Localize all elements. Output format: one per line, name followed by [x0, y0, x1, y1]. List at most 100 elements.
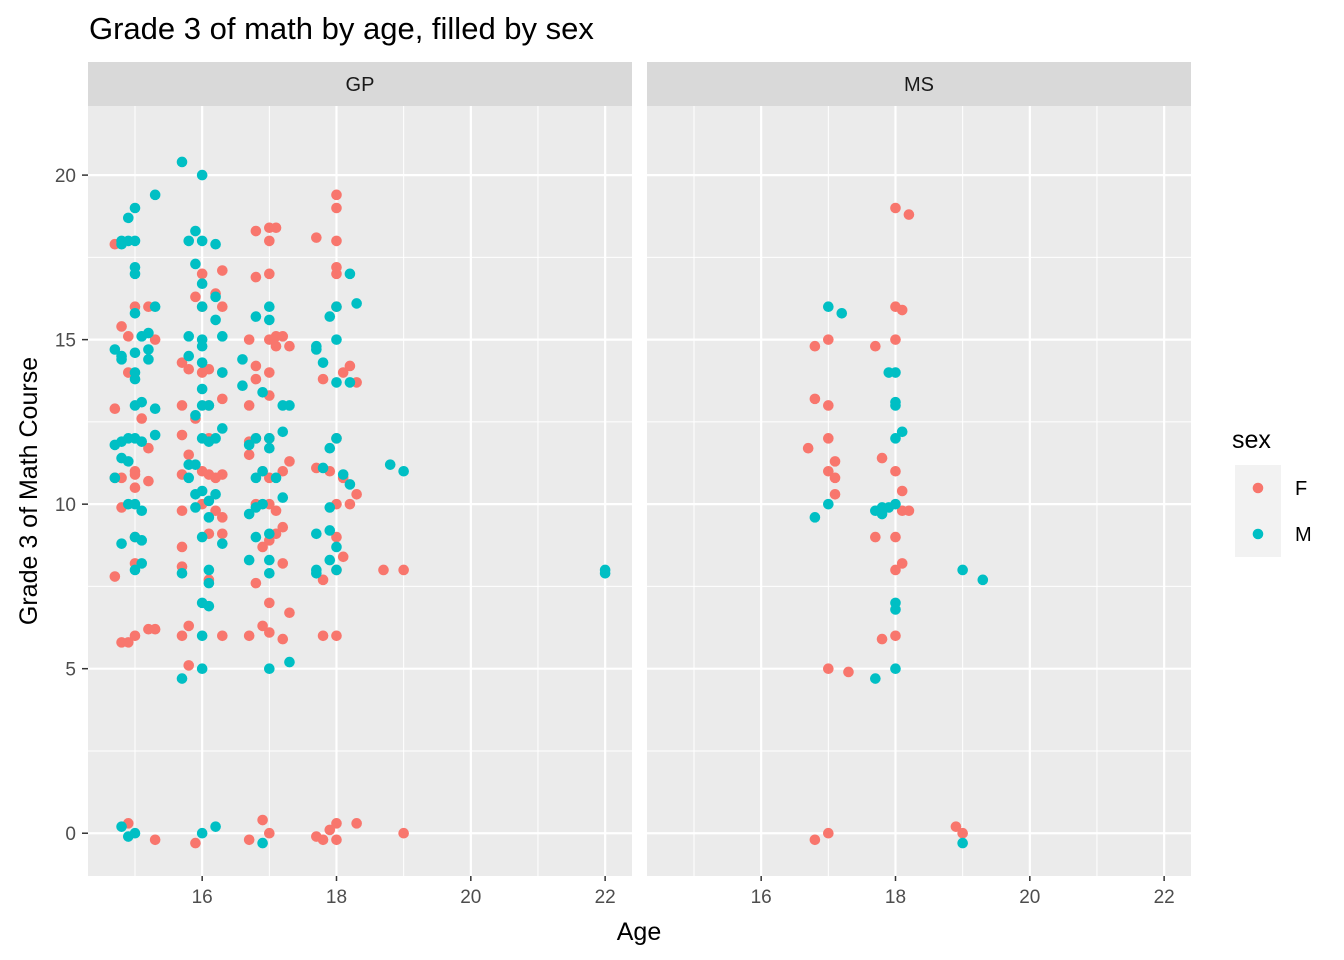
data-point-m: [190, 459, 201, 470]
data-point-f: [896, 304, 908, 316]
data-point-f: [823, 827, 834, 839]
data-point-m: [957, 837, 968, 849]
data-point-m: [823, 301, 834, 313]
data-point-m: [210, 314, 221, 326]
data-point-f: [183, 363, 195, 375]
data-point-m: [109, 344, 121, 355]
data-point-f: [950, 821, 962, 832]
data-point-m: [311, 528, 322, 540]
data-point-f: [344, 498, 356, 510]
data-point-m: [331, 564, 342, 576]
data-point-m: [337, 469, 349, 480]
data-point-f: [176, 429, 188, 441]
data-point-f: [210, 505, 221, 517]
data-point-m: [264, 301, 275, 313]
data-point-m: [250, 433, 262, 444]
data-point-m: [331, 433, 342, 444]
data-point-f: [176, 505, 188, 517]
data-point-f: [890, 630, 901, 642]
data-point-m: [264, 554, 275, 566]
data-point-m: [129, 827, 141, 839]
data-point-f: [277, 521, 289, 533]
data-point-m: [109, 472, 121, 484]
data-point-m: [183, 472, 195, 484]
chart-title: Grade 3 of math by age, filled by sex: [89, 11, 594, 46]
y-axis-title: Grade 3 of Math Course: [15, 357, 43, 625]
data-point-m: [331, 541, 342, 553]
data-point-m: [210, 821, 221, 832]
data-point-m: [203, 400, 215, 411]
data-point-m: [122, 212, 134, 224]
data-point-m: [136, 505, 148, 517]
data-point-m: [210, 488, 221, 500]
data-point-f: [324, 824, 336, 836]
data-point-f: [876, 452, 888, 464]
data-point-f: [257, 814, 268, 826]
data-point-f: [270, 222, 282, 234]
data-point-f: [143, 475, 154, 487]
data-point-m: [196, 531, 208, 543]
data-point-f: [122, 331, 134, 342]
panel-ms-points: [802, 202, 989, 849]
data-point-m: [129, 308, 141, 319]
data-point-f: [109, 403, 121, 415]
data-point-f: [351, 488, 362, 500]
data-point-f: [250, 360, 262, 372]
data-point-m: [237, 380, 248, 392]
data-point-m: [351, 298, 362, 309]
data-point-f: [264, 235, 275, 247]
data-point-f: [257, 620, 268, 632]
data-point-m: [176, 673, 188, 684]
data-point-m: [196, 663, 208, 674]
data-point-f: [217, 512, 228, 523]
data-point-f: [190, 291, 201, 303]
data-point-f: [136, 413, 148, 424]
y-axis: 0 5 10 15 20: [55, 166, 88, 845]
data-point-f: [217, 528, 228, 540]
data-point-m: [398, 465, 409, 477]
data-point-f: [351, 818, 362, 829]
data-point-f: [890, 564, 901, 576]
data-point-m: [890, 663, 901, 674]
data-point-m: [196, 485, 208, 497]
data-point-m: [264, 528, 275, 540]
x-tick-label: 20: [460, 887, 481, 908]
data-point-m: [277, 426, 289, 438]
data-point-f: [331, 630, 342, 642]
x-axis: 16 18 20 22 16 18 20 22: [192, 876, 1175, 908]
data-point-f: [149, 834, 161, 846]
data-point-m: [190, 502, 201, 513]
data-point-f: [829, 488, 841, 500]
data-point-m: [250, 531, 262, 543]
data-point-f: [243, 449, 255, 461]
data-point-m: [344, 268, 356, 280]
data-point-f: [270, 340, 282, 352]
data-point-m: [237, 354, 248, 365]
data-point-m: [896, 426, 908, 438]
data-point-f: [183, 449, 195, 461]
data-point-m: [136, 396, 148, 408]
data-point-m: [136, 535, 148, 546]
panel-gp-points: [109, 156, 611, 849]
data-point-f: [183, 660, 195, 671]
data-point-m: [129, 202, 141, 214]
data-point-m: [196, 340, 208, 352]
x-tick-label: 16: [192, 887, 213, 908]
data-point-f: [243, 334, 255, 345]
data-point-f: [284, 607, 295, 619]
data-point-f: [823, 465, 834, 477]
data-point-f: [250, 225, 262, 237]
data-point-f: [277, 633, 289, 645]
data-point-m: [890, 433, 901, 444]
data-point-m: [344, 377, 356, 388]
data-point-f: [203, 363, 215, 375]
data-point-f: [903, 505, 915, 517]
data-point-f: [176, 357, 188, 368]
data-point-f: [337, 367, 349, 378]
data-point-m: [149, 429, 161, 441]
data-point-f: [802, 442, 814, 454]
data-point-f: [264, 597, 275, 609]
data-point-m: [250, 502, 262, 513]
data-point-f: [344, 360, 356, 372]
legend-label-m: M: [1295, 524, 1312, 546]
